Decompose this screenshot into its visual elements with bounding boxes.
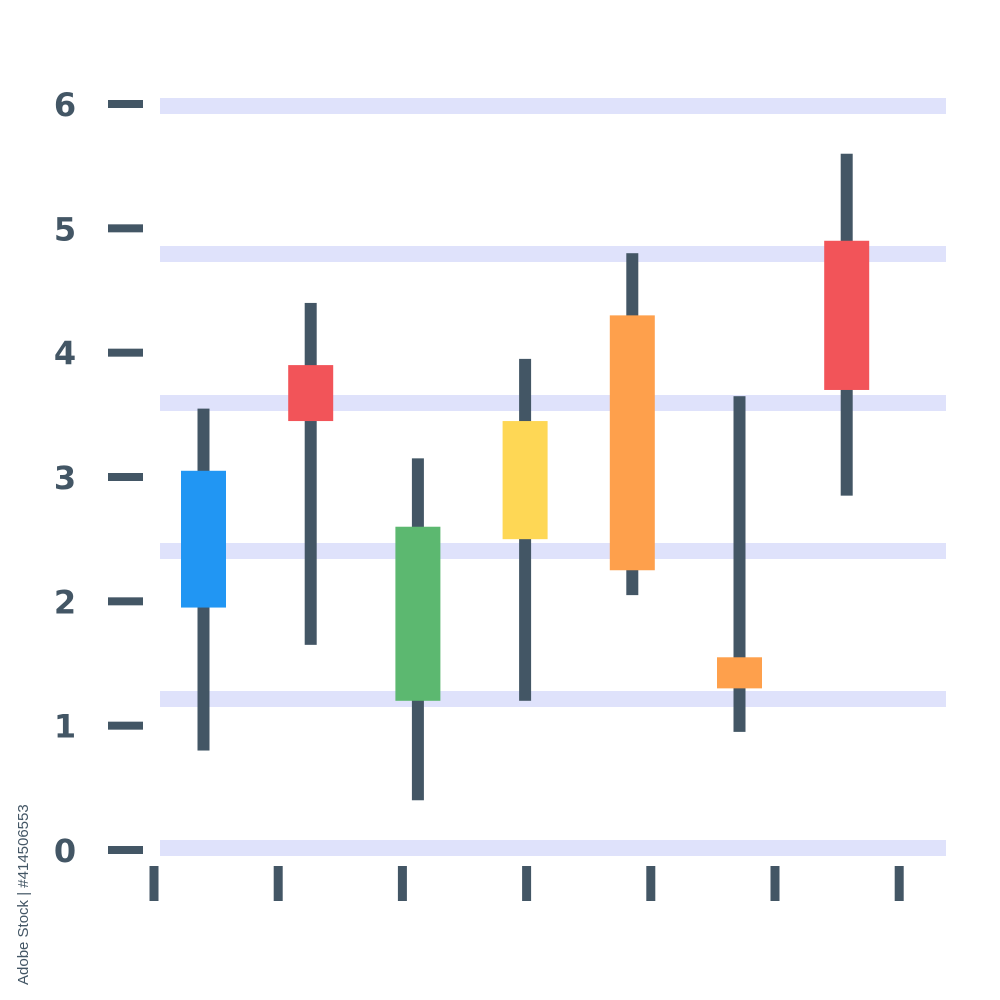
y-tick-mark-6: [108, 100, 143, 108]
y-tick-mark-4: [108, 348, 143, 357]
y-tick-label-1: 1: [54, 708, 76, 746]
x-tick-mark-5: [770, 866, 780, 901]
x-tick-mark-1: [273, 866, 283, 901]
x-tick-mark-3: [522, 866, 532, 901]
candle-7: [824, 153, 870, 496]
y-tick-label-5: 5: [54, 210, 76, 248]
y-tick-label-0: 0: [54, 832, 76, 870]
x-tick-mark-2: [397, 866, 407, 901]
y-tick-mark-2: [108, 597, 143, 606]
candle-body-6: [717, 657, 762, 689]
candle-body-1: [181, 470, 226, 608]
stock-credit-label: Adobe Stock | #414506553: [15, 804, 32, 985]
y-tick-label-3: 3: [54, 459, 76, 497]
candle-5: [609, 253, 655, 596]
x-axis: [149, 866, 904, 901]
candle-body-7: [824, 240, 870, 390]
y-tick-label-6: 6: [54, 86, 76, 124]
y-tick-label-2: 2: [54, 583, 76, 621]
candle-2: [288, 302, 334, 645]
grid-band-2: [160, 395, 946, 411]
grid-band-1: [160, 246, 946, 262]
candle-4: [502, 358, 548, 701]
y-tick-mark-1: [108, 721, 143, 730]
candle-3: [395, 458, 441, 801]
candles: [181, 153, 870, 801]
candle-body-5: [609, 315, 655, 571]
y-tick-label-4: 4: [54, 335, 76, 373]
y-tick-mark-0: [108, 846, 143, 854]
x-tick-mark-6: [894, 866, 904, 901]
y-axis: 0 1 2 3 4 5 6: [54, 86, 143, 870]
grid-bands: [160, 98, 946, 856]
candle-1: [181, 408, 226, 751]
x-tick-mark-4: [646, 866, 656, 901]
y-tick-mark-3: [108, 473, 143, 481]
grid-band-3: [160, 543, 946, 559]
grid-band-5: [160, 840, 946, 856]
y-tick-mark-5: [108, 224, 143, 233]
candle-body-2: [288, 365, 334, 422]
grid-band-0: [160, 98, 946, 114]
candle-6: [717, 396, 762, 732]
candle-wick-6: [733, 396, 746, 732]
candle-wick-2: [304, 302, 317, 645]
grid-band-4: [160, 691, 946, 707]
candle-body-3: [395, 526, 441, 701]
candle-body-4: [502, 421, 548, 540]
x-tick-mark-0: [149, 866, 159, 901]
